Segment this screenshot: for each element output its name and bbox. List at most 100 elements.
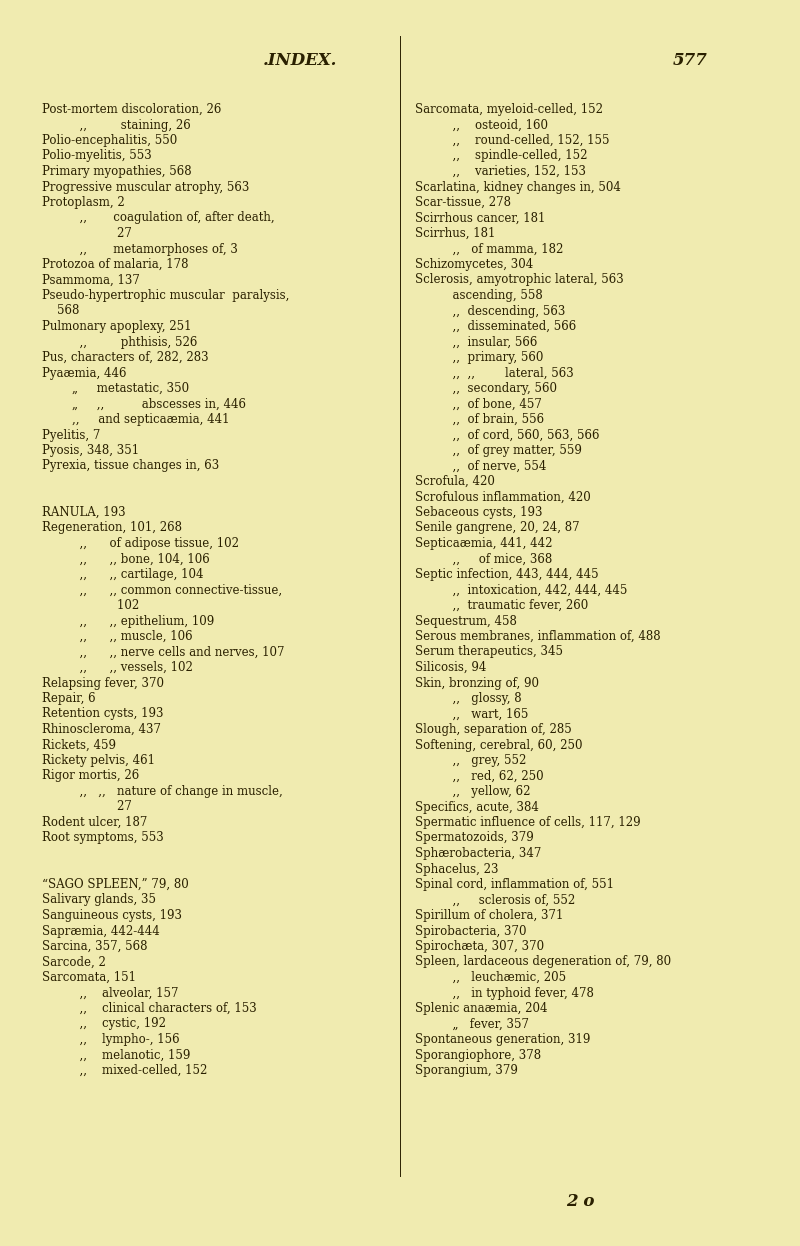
Text: ,,    round-celled, 152, 155: ,, round-celled, 152, 155 [415,135,610,147]
Text: ,,  of bone, 457: ,, of bone, 457 [415,397,542,410]
Text: ,,   leuchæmic, 205: ,, leuchæmic, 205 [415,971,566,984]
Text: Sarcode, 2: Sarcode, 2 [42,956,106,968]
Text: Scarlatina, kidney changes in, 504: Scarlatina, kidney changes in, 504 [415,181,621,193]
Text: ,,     and septicaæmia, 441: ,, and septicaæmia, 441 [42,412,230,426]
Text: Spermatic influence of cells, 117, 129: Spermatic influence of cells, 117, 129 [415,816,641,829]
Text: 568: 568 [42,304,79,318]
Text: Splenic anaæmia, 204: Splenic anaæmia, 204 [415,1002,547,1015]
Text: Pyosis, 348, 351: Pyosis, 348, 351 [42,444,139,457]
Text: Sclerosis, amyotrophic lateral, 563: Sclerosis, amyotrophic lateral, 563 [415,274,624,287]
Text: Spirobacteria, 370: Spirobacteria, 370 [415,925,526,937]
Text: Skin, bronzing of, 90: Skin, bronzing of, 90 [415,677,539,689]
Text: Serum therapeutics, 345: Serum therapeutics, 345 [415,645,563,658]
Text: Sphærobacteria, 347: Sphærobacteria, 347 [415,847,542,860]
Text: Scar-tissue, 278: Scar-tissue, 278 [415,196,511,209]
Text: ,,         staining, 26: ,, staining, 26 [42,118,190,132]
Text: ,,   wart, 165: ,, wart, 165 [415,708,528,720]
Text: Regeneration, 101, 268: Regeneration, 101, 268 [42,522,182,535]
Text: ,,    mixed-celled, 152: ,, mixed-celled, 152 [42,1064,207,1077]
Text: ,,  insular, 566: ,, insular, 566 [415,335,538,349]
Text: Spermatozoids, 379: Spermatozoids, 379 [415,831,534,845]
Text: ,,  disseminated, 566: ,, disseminated, 566 [415,320,576,333]
Text: ,,    varieties, 152, 153: ,, varieties, 152, 153 [415,164,586,178]
Text: Spleen, lardaceous degeneration of, 79, 80: Spleen, lardaceous degeneration of, 79, … [415,956,671,968]
Text: ,,      ,, vessels, 102: ,, ,, vessels, 102 [42,660,193,674]
Text: Serous membranes, inflammation of, 488: Serous membranes, inflammation of, 488 [415,630,661,643]
Text: Protozoa of malaria, 178: Protozoa of malaria, 178 [42,258,189,270]
Text: Relapsing fever, 370: Relapsing fever, 370 [42,677,164,689]
Text: Salivary glands, 35: Salivary glands, 35 [42,893,156,907]
Text: ,,   grey, 552: ,, grey, 552 [415,754,526,768]
Text: ,,   of mamma, 182: ,, of mamma, 182 [415,243,563,255]
Text: ,,  primary, 560: ,, primary, 560 [415,351,543,364]
Text: Rigor mortis, 26: Rigor mortis, 26 [42,770,139,782]
Text: ,,   red, 62, 250: ,, red, 62, 250 [415,770,544,782]
Text: ,,      ,, muscle, 106: ,, ,, muscle, 106 [42,630,193,643]
Text: ,,  secondary, 560: ,, secondary, 560 [415,383,557,395]
Text: 102: 102 [42,599,139,612]
Text: Schizomycetes, 304: Schizomycetes, 304 [415,258,534,270]
Text: Pulmonary apoplexy, 251: Pulmonary apoplexy, 251 [42,320,191,333]
Text: 27: 27 [42,800,132,814]
Text: Slough, separation of, 285: Slough, separation of, 285 [415,723,572,736]
Text: Pseudo-hypertrophic muscular  paralysis,: Pseudo-hypertrophic muscular paralysis, [42,289,290,302]
Text: Primary myopathies, 568: Primary myopathies, 568 [42,164,192,178]
Text: ,,   yellow, 62: ,, yellow, 62 [415,785,530,797]
Text: ,,    alveolar, 157: ,, alveolar, 157 [42,987,178,999]
Text: Rodent ulcer, 187: Rodent ulcer, 187 [42,816,147,829]
Text: Pyelitis, 7: Pyelitis, 7 [42,429,100,441]
Text: ,,       coagulation of, after death,: ,, coagulation of, after death, [42,212,274,224]
Text: ,,    spindle-celled, 152: ,, spindle-celled, 152 [415,150,587,162]
Text: ,,  intoxication, 442, 444, 445: ,, intoxication, 442, 444, 445 [415,583,627,597]
Text: Rhinoscleroma, 437: Rhinoscleroma, 437 [42,723,161,736]
Text: ,,      of adipose tissue, 102: ,, of adipose tissue, 102 [42,537,239,549]
Text: ,,      ,, nerve cells and nerves, 107: ,, ,, nerve cells and nerves, 107 [42,645,285,658]
Text: ,,         phthisis, 526: ,, phthisis, 526 [42,335,198,349]
Text: „     metastatic, 350: „ metastatic, 350 [42,383,189,395]
Text: „   fever, 357: „ fever, 357 [415,1018,529,1030]
Text: Sporangium, 379: Sporangium, 379 [415,1064,518,1077]
Text: Spontaneous generation, 319: Spontaneous generation, 319 [415,1033,590,1045]
Text: ,,   ,,   nature of change in muscle,: ,, ,, nature of change in muscle, [42,785,282,797]
Text: Sporangiophore, 378: Sporangiophore, 378 [415,1048,541,1062]
Text: Silicosis, 94: Silicosis, 94 [415,660,486,674]
Text: Spirochæta, 307, 370: Spirochæta, 307, 370 [415,939,544,953]
Text: RANULA, 193: RANULA, 193 [42,506,126,520]
Text: ,,  of brain, 556: ,, of brain, 556 [415,412,544,426]
Text: ,,  descending, 563: ,, descending, 563 [415,304,566,318]
Text: ,,  ,,        lateral, 563: ,, ,, lateral, 563 [415,366,574,380]
Text: Specifics, acute, 384: Specifics, acute, 384 [415,800,539,814]
Text: .INDEX.: .INDEX. [263,52,337,69]
Text: ,,    osteoid, 160: ,, osteoid, 160 [415,118,548,132]
Text: Pus, characters of, 282, 283: Pus, characters of, 282, 283 [42,351,209,364]
Text: ,,      ,, cartilage, 104: ,, ,, cartilage, 104 [42,568,203,581]
Text: Septicaæmia, 441, 442: Septicaæmia, 441, 442 [415,537,553,549]
Text: ,,    clinical characters of, 153: ,, clinical characters of, 153 [42,1002,257,1015]
Text: Senile gangrene, 20, 24, 87: Senile gangrene, 20, 24, 87 [415,522,580,535]
Text: 27: 27 [42,227,132,240]
Text: ,,       metamorphoses of, 3: ,, metamorphoses of, 3 [42,243,238,255]
Text: ,,    cystic, 192: ,, cystic, 192 [42,1018,166,1030]
Text: Spinal cord, inflammation of, 551: Spinal cord, inflammation of, 551 [415,878,614,891]
Text: Sequestrum, 458: Sequestrum, 458 [415,614,517,628]
Text: Retention cysts, 193: Retention cysts, 193 [42,708,163,720]
Text: Scrofula, 420: Scrofula, 420 [415,475,495,488]
Text: ,,    melanotic, 159: ,, melanotic, 159 [42,1048,190,1062]
Text: Sarcomata, myeloid-celled, 152: Sarcomata, myeloid-celled, 152 [415,103,603,116]
Text: Root symptoms, 553: Root symptoms, 553 [42,831,164,845]
Text: Sanguineous cysts, 193: Sanguineous cysts, 193 [42,910,182,922]
Text: ,,      ,, epithelium, 109: ,, ,, epithelium, 109 [42,614,214,628]
Text: Scrofulous inflammation, 420: Scrofulous inflammation, 420 [415,491,590,503]
Text: Scirrhus, 181: Scirrhus, 181 [415,227,495,240]
Text: Sarcina, 357, 568: Sarcina, 357, 568 [42,939,147,953]
Text: Rickety pelvis, 461: Rickety pelvis, 461 [42,754,155,768]
Text: Polio-myelitis, 553: Polio-myelitis, 553 [42,150,152,162]
Text: ,,  of cord, 560, 563, 566: ,, of cord, 560, 563, 566 [415,429,599,441]
Text: Protoplasm, 2: Protoplasm, 2 [42,196,125,209]
Text: 577: 577 [673,52,707,69]
Text: Sapræmia, 442-444: Sapræmia, 442-444 [42,925,160,937]
Text: ascending, 558: ascending, 558 [415,289,542,302]
Text: Scirrhous cancer, 181: Scirrhous cancer, 181 [415,212,546,224]
Text: ,,  traumatic fever, 260: ,, traumatic fever, 260 [415,599,588,612]
Text: Septic infection, 443, 444, 445: Septic infection, 443, 444, 445 [415,568,598,581]
